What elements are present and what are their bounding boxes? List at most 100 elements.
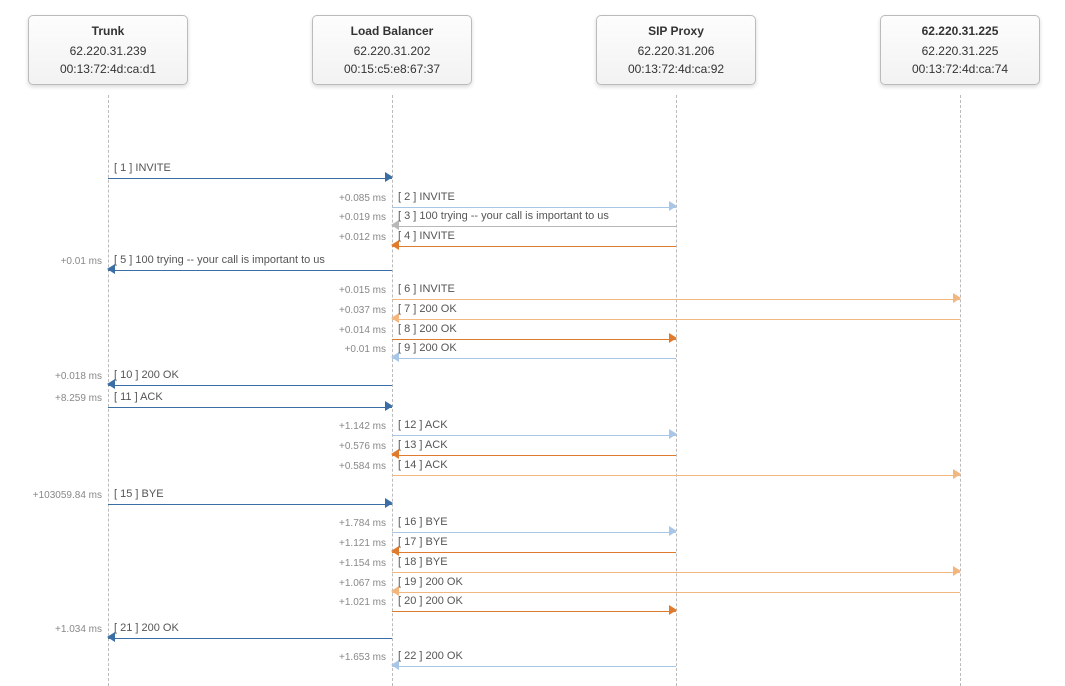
arrow-icon [385, 172, 393, 182]
message-line [108, 385, 392, 386]
message-label: [ 10 ] 200 OK [114, 369, 179, 381]
message-time: +1.034 ms [20, 624, 102, 635]
message-time: +0.584 ms [304, 461, 386, 472]
message-label: [ 4 ] INVITE [398, 230, 455, 242]
message-12: [ 12 ] ACK+1.142 ms [392, 417, 676, 439]
participant-name: SIP Proxy [611, 24, 741, 38]
participant-ip: 62.220.31.206 [611, 44, 741, 58]
message-label: [ 6 ] INVITE [398, 283, 455, 295]
message-20: [ 20 ] 200 OK+1.021 ms [392, 593, 676, 615]
message-line [108, 270, 392, 271]
participant-ip: 62.220.31.202 [327, 44, 457, 58]
message-label: [ 3 ] 100 trying -- your call is importa… [398, 210, 609, 222]
message-7: [ 7 ] 200 OK+0.037 ms [392, 301, 960, 323]
participant-name: 62.220.31.225 [895, 24, 1025, 38]
lifeline-sipproxy [676, 95, 677, 686]
message-time: +0.01 ms [20, 256, 102, 267]
arrow-icon [953, 469, 961, 479]
message-label: [ 1 ] INVITE [114, 162, 171, 174]
message-8: [ 8 ] 200 OK+0.014 ms [392, 321, 676, 343]
message-line [392, 246, 676, 247]
message-2: [ 2 ] INVITE+0.085 ms [392, 189, 676, 211]
message-label: [ 11 ] ACK [114, 391, 163, 403]
message-6: [ 6 ] INVITE+0.015 ms [392, 281, 960, 303]
message-line [392, 611, 676, 612]
message-13: [ 13 ] ACK+0.576 ms [392, 437, 676, 459]
arrow-icon [385, 401, 393, 411]
participant-lb: Load Balancer62.220.31.20200:15:c5:e8:67… [312, 15, 472, 85]
participant-ip: 62.220.31.225 [895, 44, 1025, 58]
message-label: [ 2 ] INVITE [398, 191, 455, 203]
message-1: [ 1 ] INVITE [108, 160, 392, 182]
message-line [392, 358, 676, 359]
message-time: +1.784 ms [304, 518, 386, 529]
message-line [108, 178, 392, 179]
message-time: +0.015 ms [304, 285, 386, 296]
message-time: +0.576 ms [304, 441, 386, 452]
lifeline-p225 [960, 95, 961, 686]
message-15: [ 15 ] BYE+103059.84 ms [108, 486, 392, 508]
message-time: +0.037 ms [304, 305, 386, 316]
message-time: +1.154 ms [304, 558, 386, 569]
participant-box: SIP Proxy 62.220.31.206 00:13:72:4d:ca:92 [596, 15, 756, 85]
message-18: [ 18 ] BYE+1.154 ms [392, 554, 960, 576]
message-label: [ 13 ] ACK [398, 439, 448, 451]
message-time: +0.085 ms [304, 193, 386, 204]
message-9: [ 9 ] 200 OK+0.01 ms [392, 340, 676, 362]
message-14: [ 14 ] ACK+0.584 ms [392, 457, 960, 479]
participant-mac: 00:13:72:4d:ca:74 [895, 62, 1025, 76]
message-label: [ 20 ] 200 OK [398, 595, 463, 607]
message-time: +1.021 ms [304, 597, 386, 608]
message-time: +1.121 ms [304, 538, 386, 549]
message-17: [ 17 ] BYE+1.121 ms [392, 534, 676, 556]
message-label: [ 12 ] ACK [398, 419, 448, 431]
message-label: [ 16 ] BYE [398, 516, 448, 528]
message-line [392, 475, 960, 476]
message-label: [ 22 ] 200 OK [398, 650, 463, 662]
message-line [108, 407, 392, 408]
message-19: [ 19 ] 200 OK+1.067 ms [392, 574, 960, 596]
message-label: [ 17 ] BYE [398, 536, 448, 548]
participant-trunk: Trunk 62.220.31.239 00:13:72:4d:ca:d1 [28, 15, 188, 85]
participant-name: Load Balancer [327, 24, 457, 38]
message-line [392, 666, 676, 667]
participant-sipproxy: SIP Proxy 62.220.31.206 00:13:72:4d:ca:92 [596, 15, 756, 85]
message-time: +0.01 ms [304, 344, 386, 355]
message-3: [ 3 ] 100 trying -- your call is importa… [392, 208, 676, 230]
participant-p225: 62.220.31.225 62.220.31.225 00:13:72:4d:ca… [880, 15, 1040, 85]
message-time: +1.067 ms [304, 578, 386, 589]
message-time: +103059.84 ms [20, 490, 102, 501]
participant-box: 62.220.31.225 62.220.31.225 00:13:72:4d:ca… [880, 15, 1040, 85]
message-5: [ 5 ] 100 trying -- your call is importa… [108, 252, 392, 274]
message-label: [ 7 ] 200 OK [398, 303, 457, 315]
message-time: +8.259 ms [20, 393, 102, 404]
participant-box: Trunk 62.220.31.239 00:13:72:4d:ca:d1 [28, 15, 188, 85]
message-10: [ 10 ] 200 OK+0.018 ms [108, 367, 392, 389]
message-time: +1.142 ms [304, 421, 386, 432]
message-label: [ 8 ] 200 OK [398, 323, 457, 335]
message-line [108, 638, 392, 639]
arrow-icon [385, 498, 393, 508]
message-21: [ 21 ] 200 OK+1.034 ms [108, 620, 392, 642]
arrow-icon [669, 605, 677, 615]
message-label: [ 14 ] ACK [398, 459, 448, 471]
message-label: [ 18 ] BYE [398, 556, 448, 568]
message-time: +0.014 ms [304, 325, 386, 336]
participant-mac: 00:13:72:4d:ca:d1 [43, 62, 173, 76]
message-time: +1.653 ms [304, 652, 386, 663]
message-4: [ 4 ] INVITE+0.012 ms [392, 228, 676, 250]
message-time: +0.012 ms [304, 232, 386, 243]
message-label: [ 9 ] 200 OK [398, 342, 457, 354]
message-line [108, 504, 392, 505]
participant-ip: 62.220.31.239 [43, 44, 173, 58]
message-22: [ 22 ] 200 OK+1.653 ms [392, 648, 676, 670]
message-label: [ 15 ] BYE [114, 488, 164, 500]
message-16: [ 16 ] BYE+1.784 ms [392, 514, 676, 536]
message-time: +0.019 ms [304, 212, 386, 223]
message-time: +0.018 ms [20, 371, 102, 382]
participant-mac: 00:13:72:4d:ca:92 [611, 62, 741, 76]
participant-name: Trunk [43, 24, 173, 38]
message-11: [ 11 ] ACK+8.259 ms [108, 389, 392, 411]
participant-box: Load Balancer62.220.31.20200:15:c5:e8:67… [312, 15, 472, 85]
message-label: [ 21 ] 200 OK [114, 622, 179, 634]
